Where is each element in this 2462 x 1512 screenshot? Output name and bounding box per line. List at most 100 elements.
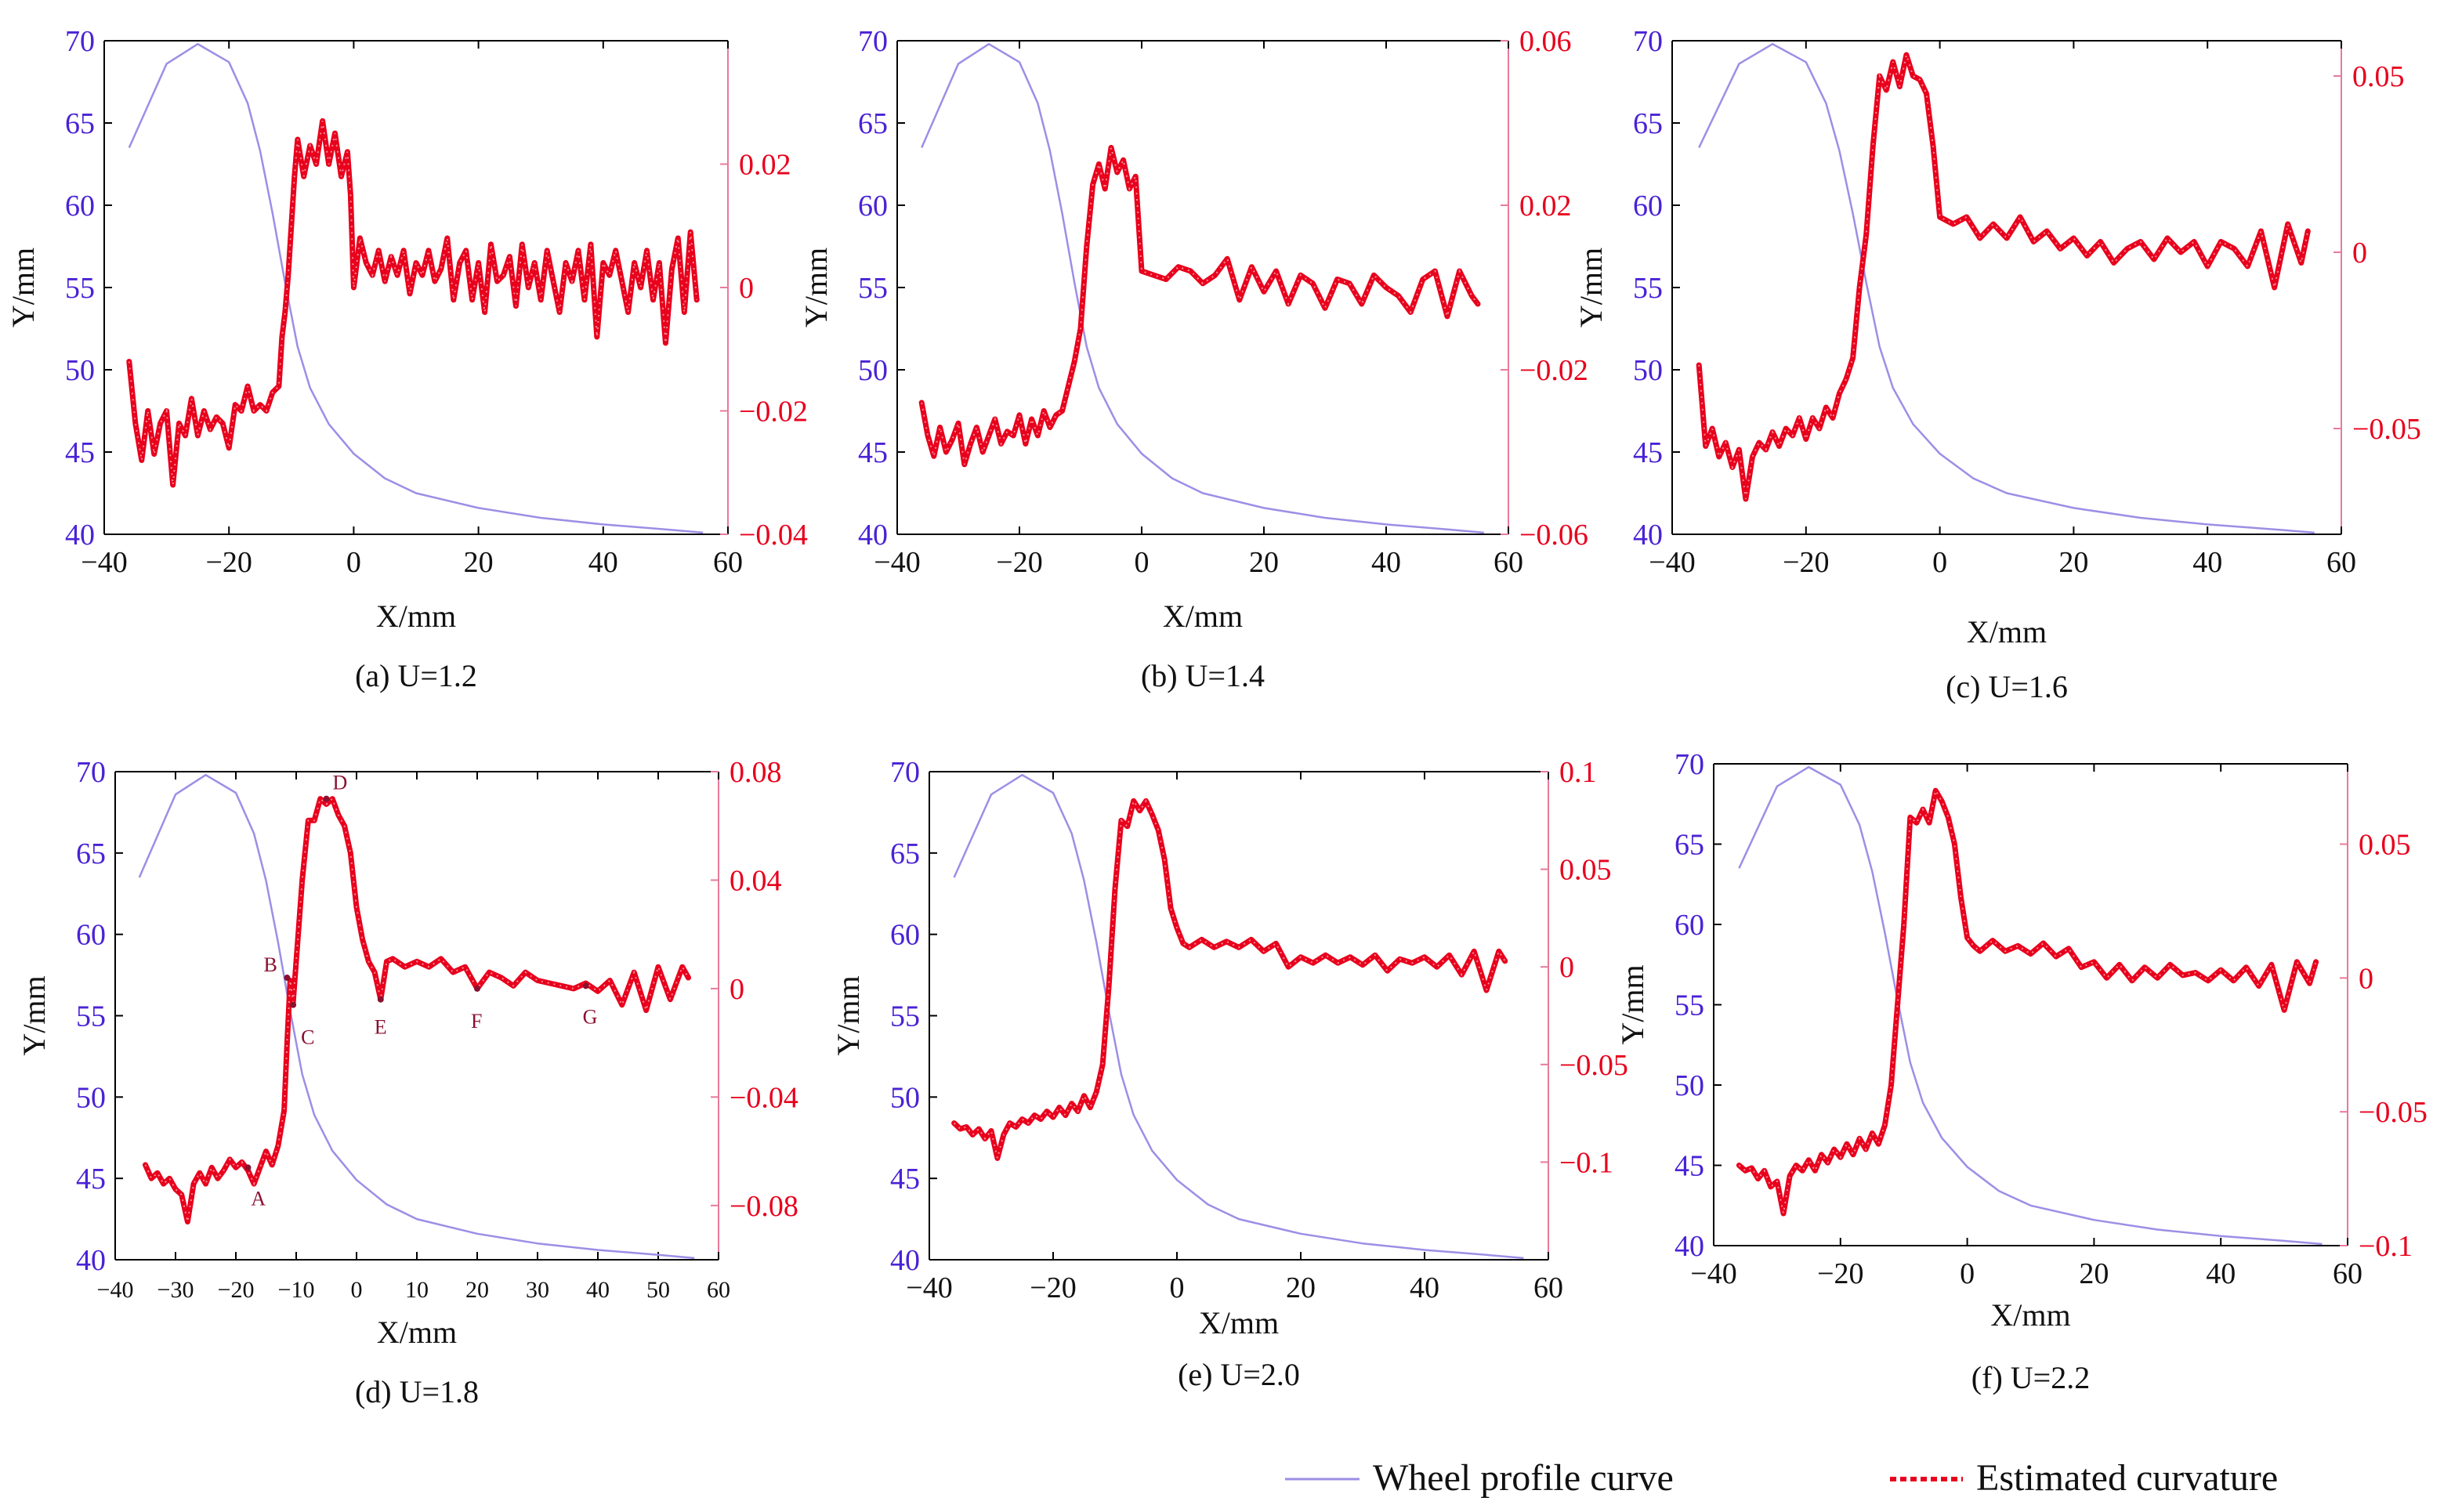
- estimated-curvature-line: [1736, 787, 2319, 1217]
- y2-tick-label: 0: [730, 973, 744, 1006]
- wheel-profile-line: [128, 42, 704, 534]
- x-axis-label: X/mm: [1199, 1305, 1279, 1340]
- chart-panel-2: −40 −20 0 20 40 60 40 45 50 55 60 65 70 −0.06 −0.02 0.0…: [798, 25, 1588, 693]
- x-tick-label: 20: [1249, 546, 1279, 579]
- annotation-label-f: F: [471, 1010, 482, 1033]
- x-tick-label: 0: [1170, 1271, 1185, 1304]
- estimated-curvature-dots: [128, 121, 698, 486]
- y-tick-label: 60: [858, 190, 888, 222]
- y2-tick-label: −0.05: [1559, 1049, 1628, 1082]
- annotation-point-d: [323, 795, 330, 802]
- panel-caption: (d) U=1.8: [355, 1374, 479, 1409]
- y-tick-label: 40: [65, 519, 95, 552]
- y-tick-label: 40: [890, 1244, 920, 1277]
- y-tick-label: 65: [1675, 829, 1704, 862]
- estimated-curvature-dots: [1698, 52, 2309, 500]
- y-axis-label: Y/mm: [1573, 248, 1609, 327]
- y2-tick-label: −0.04: [739, 519, 808, 552]
- wheel-profile-line: [921, 42, 1484, 534]
- panel-caption: (c) U=1.6: [1946, 669, 2068, 704]
- y2-tick-label: 0: [2352, 237, 2367, 269]
- chart-panel-5: −40 −20 0 20 40 60 40 45 50 55 60 65 70 −0.1 −0.05 0 0.0…: [831, 756, 1628, 1392]
- y2-tick-label: −0.02: [739, 396, 808, 429]
- x-tick-label: −40: [1649, 546, 1695, 579]
- y-axis-label: Y/mm: [5, 248, 41, 327]
- x-tick-label: 20: [2079, 1257, 2109, 1290]
- y-tick-label: 40: [1633, 519, 1663, 552]
- y2-tick-label: 0.02: [739, 149, 791, 182]
- x-tick-label: −20: [1783, 546, 1829, 579]
- x-tick-label: −20: [1030, 1271, 1076, 1304]
- chart-panel-1: −40 −20 0 20 40 60 40 45 50 55 60 65 70 −0.04 −0.02 0 0.…: [5, 25, 808, 693]
- y-tick-label: 60: [890, 919, 920, 952]
- x-tick-label: 60: [2326, 546, 2356, 579]
- annotation-point-f: [474, 985, 480, 992]
- x-tick-label: −10: [278, 1277, 315, 1303]
- panel-caption: (b) U=1.4: [1141, 658, 1265, 693]
- x-tick-label: −40: [97, 1277, 134, 1303]
- estimated-curvature-dots: [921, 147, 1479, 465]
- y-tick-label: 50: [858, 354, 888, 387]
- x-tick-label: 30: [526, 1277, 549, 1303]
- x-tick-label: 40: [2206, 1257, 2236, 1290]
- y-tick-label: 65: [858, 107, 888, 140]
- y2-tick-label: 0.1: [1559, 756, 1597, 789]
- y-tick-label: 65: [65, 107, 95, 140]
- x-tick-label: 40: [1371, 546, 1401, 579]
- x-axis-label: X/mm: [376, 599, 456, 634]
- y-tick-label: 60: [76, 919, 106, 952]
- x-tick-label: 20: [2058, 546, 2088, 579]
- y-tick-label: 60: [1675, 909, 1704, 942]
- wheel-profile-line: [1698, 42, 2315, 534]
- y2-tick-label: −0.05: [2359, 1096, 2428, 1129]
- y2-tick-label: −0.1: [2359, 1230, 2413, 1263]
- y-tick-label: 65: [890, 837, 920, 870]
- annotation-point-e: [377, 996, 384, 1003]
- y2-tick-label: −0.06: [1519, 519, 1588, 552]
- wheel-profile-line: [1738, 765, 2323, 1246]
- y-tick-label: 70: [890, 756, 920, 789]
- annotation-point-c: [290, 1001, 297, 1008]
- y2-tick-label: 0: [1559, 951, 1574, 984]
- annotation-label-d: D: [333, 772, 348, 794]
- x-tick-label: −20: [1817, 1257, 1863, 1290]
- annotation-point-g: [582, 982, 589, 989]
- annotation-label-c: C: [301, 1026, 314, 1049]
- y-tick-label: 70: [1675, 748, 1704, 781]
- annotation-point-a: [244, 1164, 252, 1171]
- x-axis-label: X/mm: [1163, 599, 1243, 634]
- x-axis-label: X/mm: [1990, 1297, 2070, 1333]
- y-tick-label: 65: [1633, 107, 1663, 140]
- x-tick-label: 60: [2333, 1257, 2362, 1290]
- estimated-curvature-line: [126, 118, 700, 488]
- estimated-curvature-dots: [953, 798, 1506, 1159]
- x-tick-label: 40: [2192, 546, 2222, 579]
- estimated-curvature-line: [951, 798, 1508, 1161]
- y2-tick-label: 0.02: [1519, 190, 1572, 222]
- x-tick-label: −20: [218, 1277, 255, 1303]
- estimated-curvature-line: [143, 796, 691, 1224]
- y-axis-label: Y/mm: [16, 975, 52, 1055]
- y2-tick-label: −0.08: [730, 1190, 798, 1223]
- y2-tick-label: −0.04: [730, 1081, 798, 1114]
- x-tick-label: 0: [346, 546, 361, 579]
- annotation-label-b: B: [263, 953, 277, 976]
- panel-caption: (e) U=2.0: [1178, 1357, 1300, 1392]
- x-tick-label: −40: [906, 1271, 952, 1304]
- x-tick-label: −20: [996, 546, 1042, 579]
- estimated-curvature-line: [918, 145, 1481, 468]
- y-tick-label: 50: [1633, 354, 1663, 387]
- y-axis-label: Y/mm: [1615, 964, 1650, 1044]
- y2-tick-label: 0.06: [1519, 25, 1572, 58]
- y2-tick-label: −0.02: [1519, 354, 1588, 387]
- chart-panel-4: −40 −30 −20 −10 0 10 20 30 40 50 60 40 45 50 55 60 65 70 −…: [16, 756, 798, 1409]
- x-tick-label: 20: [464, 546, 494, 579]
- x-tick-label: −40: [1690, 1257, 1736, 1290]
- y-tick-label: 55: [1675, 989, 1704, 1022]
- y-tick-label: 45: [1633, 436, 1663, 469]
- y-tick-label: 50: [76, 1081, 106, 1114]
- panel-caption: (a) U=1.2: [355, 658, 477, 693]
- y2-tick-label: −0.1: [1559, 1146, 1613, 1179]
- x-tick-label: 0: [1960, 1257, 1975, 1290]
- y2-tick-label: 0.05: [1559, 854, 1612, 887]
